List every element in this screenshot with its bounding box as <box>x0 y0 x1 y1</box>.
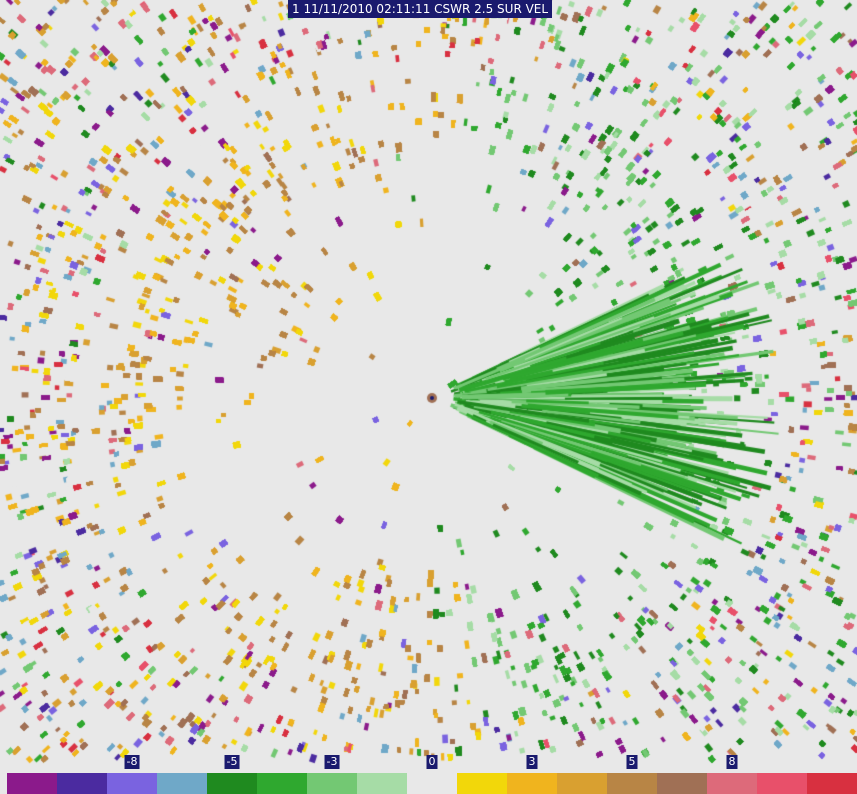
radar-title-label: 1 11/11/2010 02:11:11 CSWR 2.5 SUR VEL <box>288 0 553 18</box>
legend-tick-label: 5 <box>626 755 638 769</box>
legend-swatch <box>407 773 457 794</box>
legend-swatch <box>507 773 557 794</box>
legend-swatch <box>557 773 607 794</box>
legend-swatch <box>307 773 357 794</box>
legend-swatch <box>7 773 57 794</box>
legend-swatch <box>607 773 657 794</box>
legend-swatch <box>807 773 857 794</box>
legend-swatch <box>157 773 207 794</box>
legend-swatch <box>757 773 807 794</box>
legend-swatch <box>57 773 107 794</box>
legend-swatch <box>207 773 257 794</box>
legend-tick-label: -3 <box>324 755 340 769</box>
legend-swatch <box>657 773 707 794</box>
legend-tick-label: -5 <box>224 755 240 769</box>
legend-swatch <box>357 773 407 794</box>
legend-swatch <box>257 773 307 794</box>
legend-tick-label: -8 <box>124 755 140 769</box>
legend-swatch <box>457 773 507 794</box>
velocity-color-legend <box>7 773 857 794</box>
legend-tick-label: 0 <box>426 755 438 769</box>
legend-swatch <box>107 773 157 794</box>
legend-tick-label: 8 <box>726 755 738 769</box>
legend-swatch <box>707 773 757 794</box>
legend-tick-label: 3 <box>526 755 538 769</box>
